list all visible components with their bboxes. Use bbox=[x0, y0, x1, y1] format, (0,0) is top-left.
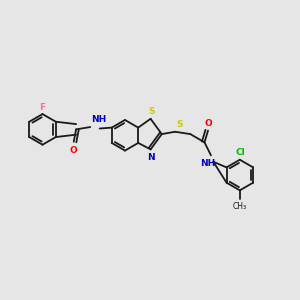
Text: S: S bbox=[148, 107, 154, 116]
Text: N: N bbox=[147, 153, 154, 162]
Text: Cl: Cl bbox=[236, 148, 245, 157]
Text: NH: NH bbox=[200, 159, 215, 168]
Text: O: O bbox=[204, 118, 212, 127]
Text: S: S bbox=[176, 120, 183, 129]
Text: F: F bbox=[40, 103, 46, 112]
Text: NH: NH bbox=[91, 115, 106, 124]
Text: O: O bbox=[70, 146, 78, 155]
Text: CH₃: CH₃ bbox=[233, 202, 247, 211]
